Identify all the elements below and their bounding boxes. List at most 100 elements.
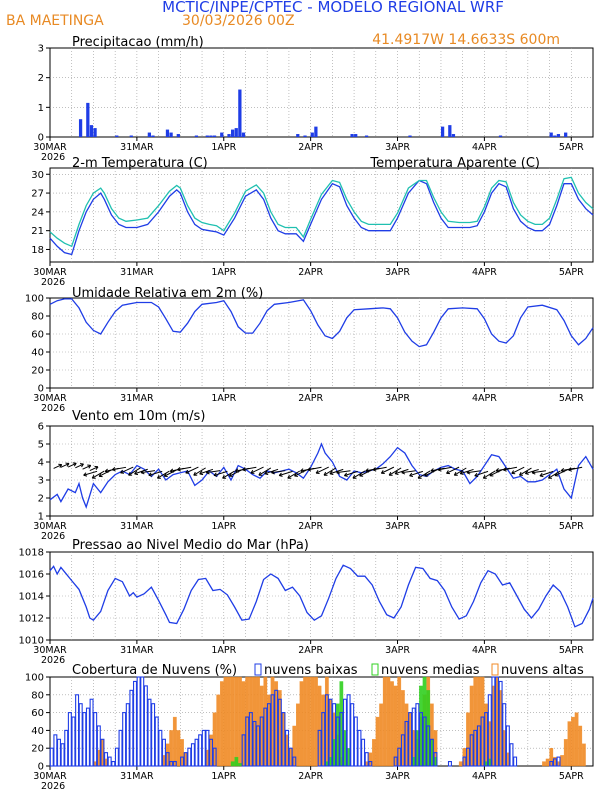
header-title: MCTIC/INPE/CPTEC - MODELO REGIONAL WRF [162,0,504,16]
wind-arrow-head [401,470,406,475]
cloud-bar-nuvens-baixas [368,760,373,767]
wind-arrow [424,469,438,477]
panel-title: Cobertura de Nuvens (%) [72,663,237,678]
wind-arrow [381,466,395,474]
wind-arrow-head [409,472,414,477]
cloud-bar-nuvens-baixas [321,712,326,767]
cloud-bar-nuvens-baixas [114,747,119,767]
precip-bar [314,126,318,137]
cloud-bar-nuvens-baixas [85,707,90,767]
cloud-bar-nuvens-baixas [266,703,271,767]
wind-arrow-head [323,471,328,476]
wind-arrow-head [380,470,385,475]
x-tick-label: 1APR [211,771,236,782]
cloud-bar-nuvens-baixas [180,756,185,767]
wind-arrow-head [453,471,458,476]
cloud-bar-nuvens-baixas [89,698,94,767]
wind-arrow-head [148,472,153,477]
x-tick-label: 1APR [211,645,236,656]
wind-arrow [323,467,337,476]
wind-arrow-head [352,474,357,479]
y-tick-label: 1012 [19,614,44,625]
x-year-label: 2026 [41,277,65,288]
wind-arrow-head [294,472,299,477]
wind-arrow-head [83,472,88,477]
wind-arrow [185,466,199,474]
wind-arrow-head [140,470,145,475]
cloud-bar-nuvens-baixas [259,716,264,767]
wind-arrow-head [359,472,364,477]
wind-arrow-head [372,467,377,472]
cloud-bar-nuvens-baixas [78,703,83,767]
cloud-bar-nuvens-baixas [201,729,206,767]
x-tick-label: 3APR [385,393,410,404]
x-tick-label: 30MAR [33,393,67,404]
panel-frame [49,167,594,263]
precip-bar [241,132,246,137]
wind-arrow [359,469,373,477]
cloud-bar-nuvens-baixas [281,712,286,767]
y-tick-label: 1016 [19,570,44,581]
wind-arrow-head [65,462,70,467]
wind-arrow-head [271,470,275,475]
y-tick-label: 80 [31,690,44,701]
cloud-bar-nuvens-baixas [53,734,58,767]
wind-arrow [53,464,62,469]
x-tick-label: 31MAR [120,771,154,782]
cloud-bar-nuvens-baixas [118,729,123,767]
header-run-time: 30/03/2026 00Z [182,13,295,29]
x-tick-label: 30MAR [33,142,67,153]
y-tick-label: 40 [31,348,44,359]
panel-frame [49,297,594,389]
y-tick-label: 1 [38,512,44,523]
cloud-bar-nuvens-altas [563,739,568,767]
cloud-bar-nuvens-baixas [147,698,152,767]
y-tick-label: 1018 [19,548,44,559]
wind-arrow [134,468,148,475]
cloud-bar-nuvens-baixas [426,725,431,767]
x-year-label: 2026 [41,403,65,414]
precip-bar [303,135,307,137]
wind-arrow-head [495,468,500,473]
precip-bar [354,134,358,137]
wind-arrow [489,469,503,477]
x-year-label: 2026 [41,531,65,542]
cloud-bar-nuvens-baixas [353,716,358,767]
series-line [49,179,594,256]
wind-arrow-head [258,471,263,476]
cloud-bar-nuvens-baixas [82,712,87,767]
cloud-bar-nuvens-altas [379,703,384,767]
wind-arrow-head [560,467,565,473]
cloud-bar-nuvens-baixas [433,752,438,767]
cloud-bar-nuvens-baixas [324,694,329,767]
cloud-bar-nuvens-baixas [350,703,355,767]
cloud-bar-nuvens-baixas [462,756,467,767]
y-tick-label: 1014 [19,592,44,603]
wind-arrow-head [531,470,536,475]
wind-arrow-head [169,468,174,473]
wind-arrow [193,467,206,476]
x-tick-label: 31MAR [120,267,154,278]
x-tick-label: 2APR [298,521,323,532]
cloud-bar-nuvens-baixas [277,698,282,767]
cloud-bar-nuvens-altas [306,676,311,767]
y-tick-label: 100 [25,673,44,684]
precip-bar [194,135,199,137]
y-tick-label: 80 [31,312,44,323]
precip-bar [151,135,155,137]
wind-arrow [148,470,163,476]
wind-arrow-head [329,470,334,475]
wind-arrow [67,462,77,468]
cloud-bar-nuvens-baixas [404,720,409,767]
wind-arrow [511,466,525,474]
wind-arrow [128,467,141,476]
wind-arrow [561,467,575,472]
cloud-bar-nuvens-altas [542,761,546,767]
wind-arrow-head [250,469,255,474]
cloud-bar-nuvens-baixas [357,729,362,767]
precip-bar [78,119,83,137]
cloud-bar-nuvens-baixas [198,734,203,767]
cloud-bar-nuvens-baixas [111,760,116,767]
